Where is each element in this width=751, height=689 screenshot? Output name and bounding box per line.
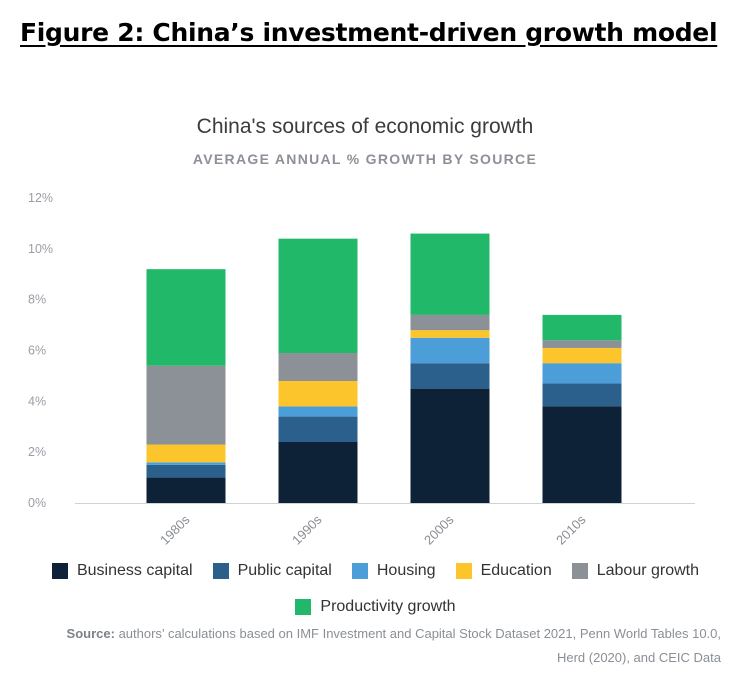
x-tick-label: 1980s [157,512,193,548]
legend-swatch [571,563,588,579]
legend-swatch [455,563,472,579]
y-tick-label: 6% [28,344,46,358]
bar-segment-public-capital [542,383,622,407]
legend-swatch [295,599,312,615]
bar-segment-housing [146,462,226,465]
bar-segment-labour-growth [542,340,622,348]
bar-segment-productivity-growth [410,233,490,315]
legend-label: Education [480,562,552,579]
figure-title: Figure 2: China’s investment-driven grow… [20,18,718,47]
bar-segment-public-capital [278,416,358,442]
source-label: Source: [66,626,115,641]
legend-swatch [51,563,68,579]
legend-item: Labour growth [571,562,700,580]
bar-segment-productivity-growth [542,314,622,341]
legend-item: Education [455,562,552,580]
legend-swatch [212,563,229,579]
chart-subtitle: AVERAGE ANNUAL % GROWTH BY SOURCE [192,151,538,167]
bar-segment-education [542,347,622,364]
bar-segment-public-capital [410,363,490,389]
bar-segment-labour-growth [278,353,358,381]
y-tick-label: 8% [28,293,46,307]
legend-item: Housing [351,562,436,580]
stacked-bar-chart: 0% 2% 4% 6% 8% 10% 12% 1980s 1990s 2000s 2010s [28,191,695,548]
bar-segment-labour-growth [410,314,490,331]
bar-segment-productivity-growth [278,238,358,354]
y-tick-label: 2% [28,445,46,459]
x-tick-label: 1990s [289,512,325,548]
legend: Business capital Public capital Housing Edu… [0,558,751,620]
legend-swatch [351,563,368,579]
bar-segment-business-capital [542,406,622,503]
legend-item: Productivity growth [295,598,456,616]
bar-segment-labour-growth [146,365,226,445]
y-tick-label: 0% [28,496,46,510]
bar-segment-education [146,444,226,463]
y-tick-label: 10% [28,242,53,256]
bar-segment-housing [278,406,358,417]
y-tick-label: 12% [28,191,53,205]
legend-label: Labour growth [596,562,700,579]
bar-segment-business-capital [410,388,490,503]
legend-row: Productivity growth [0,594,751,620]
bar-segment-housing [542,363,622,384]
legend-label: Public capital [237,562,332,579]
bar-segment-business-capital [278,442,358,503]
source-text: authors’ calculations based on IMF Inves… [118,626,721,665]
bar-segment-public-capital [146,464,226,478]
bar-segment-housing [410,337,490,364]
source-note: Source: authors’ calculations based on I… [61,622,721,670]
x-tick-label: 2010s [553,512,589,548]
legend-item: Business capital [51,562,193,580]
x-tick-label: 2000s [421,512,457,548]
legend-item: Public capital [212,562,332,580]
bar-segment-productivity-growth [146,269,226,366]
y-tick-label: 4% [28,394,46,408]
bar-segment-education [278,381,358,407]
legend-label: Housing [376,562,436,579]
legend-row: Business capital Public capital Housing Edu… [0,558,751,584]
chart-title: China's sources of economic growth [196,115,534,138]
legend-label: Productivity growth [320,598,456,615]
legend-label: Business capital [76,562,193,579]
bar-segment-education [410,330,490,338]
bar-segment-business-capital [146,477,226,503]
